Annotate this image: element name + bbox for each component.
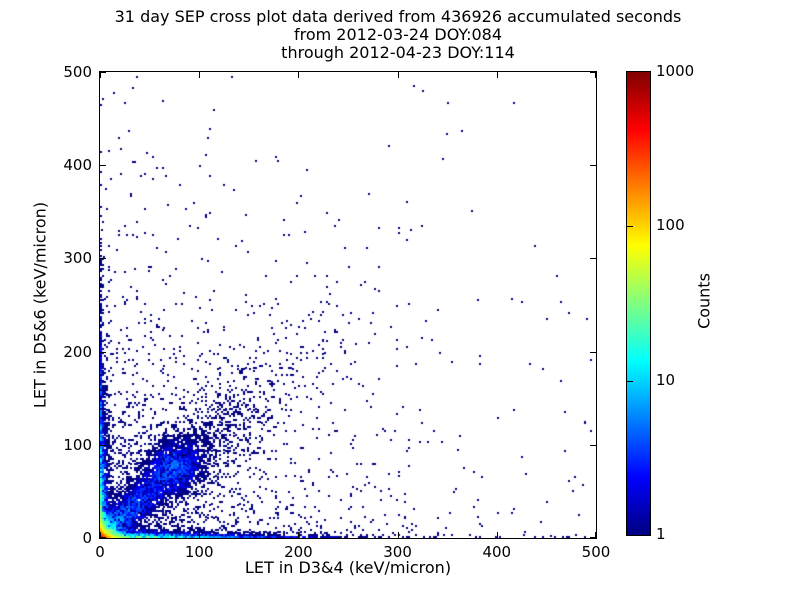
x-axis-label: LET in D3&4 (keV/micron) [244, 558, 452, 577]
title-line-2: from 2012-03-24 DOY:084 [293, 25, 502, 44]
colorbar-tick-mark [627, 226, 633, 227]
x-tick-mark [199, 72, 200, 78]
y-tick-mark [100, 537, 106, 538]
x-tick-mark [497, 532, 498, 538]
y-tick-label: 400 [63, 156, 92, 175]
colorbar-tick-label: 1000 [656, 62, 695, 80]
x-tick-mark [497, 72, 498, 78]
colorbar [626, 71, 651, 536]
y-tick-label: 500 [63, 63, 92, 81]
colorbar-tick-label: 100 [656, 216, 685, 235]
y-tick-mark [100, 445, 106, 446]
plot-area [99, 71, 597, 539]
y-tick-label: 100 [63, 435, 92, 454]
y-tick-label: 200 [63, 342, 92, 361]
title-line-1: 31 day SEP cross plot data derived from … [114, 7, 682, 26]
y-tick-mark [590, 72, 596, 73]
x-tick-label: 200 [284, 543, 313, 561]
x-tick-label: 100 [184, 543, 214, 561]
x-tick-label: 0 [95, 543, 105, 561]
x-tick-mark [100, 532, 101, 538]
colorbar-tick-mark [627, 381, 633, 382]
y-tick-mark [590, 165, 596, 166]
y-tick-mark [100, 352, 106, 353]
y-tick-mark [100, 258, 106, 259]
colorbar-tick-label: 10 [656, 370, 676, 389]
x-tick-mark [298, 532, 299, 538]
x-tick-mark [100, 72, 101, 78]
colorbar-label: Counts [694, 273, 714, 329]
x-tick-label: 300 [383, 543, 412, 561]
x-tick-mark [595, 72, 596, 78]
y-tick-mark [590, 445, 596, 446]
y-tick-mark [100, 165, 106, 166]
colorbar-tick-label: 1 [656, 525, 666, 543]
x-tick-mark [398, 532, 399, 538]
colorbar-gradient [627, 72, 650, 535]
y-tick-label: 0 [82, 529, 92, 547]
chart-title: 31 day SEP cross plot data derived from … [0, 8, 796, 62]
y-tick-mark [100, 72, 106, 73]
x-tick-label: 400 [482, 543, 512, 561]
y-tick-mark [590, 537, 596, 538]
y-axis-label: LET in D5&6 (keV/micron) [30, 201, 50, 409]
x-tick-mark [298, 72, 299, 78]
y-tick-label: 300 [63, 249, 92, 268]
x-tick-mark [199, 532, 200, 538]
title-line-3: through 2012-04-23 DOY:114 [281, 43, 515, 62]
x-tick-mark [595, 532, 596, 538]
y-tick-mark [590, 352, 596, 353]
scatter-density-canvas [100, 72, 596, 538]
x-tick-label: 500 [581, 543, 611, 561]
y-tick-mark [590, 258, 596, 259]
x-tick-mark [398, 72, 399, 78]
